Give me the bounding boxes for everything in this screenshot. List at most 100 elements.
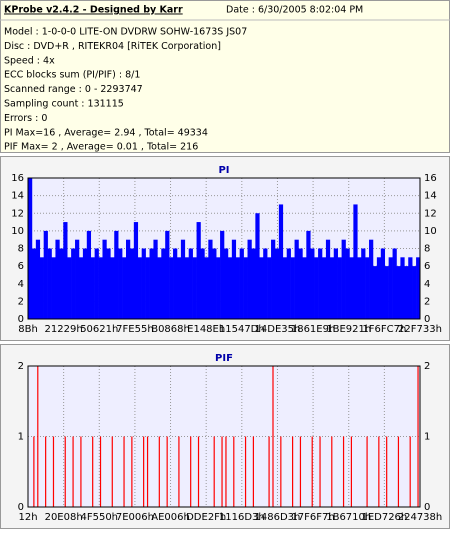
bar bbox=[412, 266, 417, 319]
bar bbox=[122, 257, 127, 319]
y-tick-label-right: 16 bbox=[424, 173, 437, 184]
bar bbox=[39, 257, 44, 319]
x-tick-label: 11547Dh bbox=[219, 324, 265, 335]
x-tick-label: 1486D3h bbox=[255, 512, 301, 523]
y-tick-label-right: 6 bbox=[424, 261, 430, 272]
bar bbox=[141, 248, 146, 319]
bar bbox=[173, 248, 178, 319]
bar bbox=[235, 257, 240, 319]
bar bbox=[90, 257, 95, 319]
x-tick-label: 1F6FC7h bbox=[362, 324, 406, 335]
bar bbox=[388, 257, 393, 319]
bar bbox=[145, 257, 150, 319]
bar bbox=[325, 239, 331, 319]
bar bbox=[118, 248, 123, 319]
y-tick-label: 1 bbox=[18, 432, 24, 443]
info-line: PI Max=16 , Average= 2.94 , Total= 49334 bbox=[4, 127, 208, 138]
x-tick-label: 7FE55h bbox=[116, 324, 154, 335]
bar bbox=[310, 248, 315, 319]
bar bbox=[243, 257, 248, 319]
y-tick-label: 4 bbox=[18, 279, 24, 290]
bar bbox=[192, 257, 197, 319]
bar bbox=[353, 204, 358, 319]
y-tick-label-right: 2 bbox=[424, 296, 430, 307]
x-tick-label: 14DE35h bbox=[255, 324, 301, 335]
bar bbox=[114, 230, 119, 319]
bar bbox=[365, 257, 370, 319]
info-line: Errors : 0 bbox=[4, 113, 47, 124]
x-tick-label: 20E08h bbox=[45, 512, 83, 523]
plot-frame bbox=[27, 365, 421, 508]
y-tick-label: 0 bbox=[18, 502, 24, 513]
bar bbox=[298, 248, 303, 319]
bar bbox=[271, 239, 276, 319]
bar bbox=[349, 257, 354, 319]
y-tick-label: 12 bbox=[11, 208, 24, 219]
bar bbox=[184, 257, 190, 319]
bar bbox=[110, 257, 115, 319]
bar bbox=[137, 257, 142, 319]
bar bbox=[78, 257, 84, 319]
x-tick-label: E148Eh bbox=[187, 324, 225, 335]
bar bbox=[282, 257, 288, 319]
bar bbox=[286, 248, 291, 319]
bar bbox=[165, 230, 170, 319]
bar bbox=[63, 222, 68, 319]
bar bbox=[55, 239, 60, 319]
bar bbox=[278, 204, 284, 319]
bar bbox=[404, 266, 409, 319]
info-line: Sampling count : 131115 bbox=[4, 99, 124, 110]
bar bbox=[290, 257, 295, 319]
y-tick-label-right: 10 bbox=[424, 226, 437, 237]
bar bbox=[188, 248, 193, 319]
x-tick-label: 21229h bbox=[45, 324, 83, 335]
x-tick-label: 1ED726h bbox=[361, 512, 407, 523]
bar bbox=[220, 230, 225, 319]
info-line: Scanned range : 0 - 2293747 bbox=[4, 84, 143, 95]
bar bbox=[333, 248, 338, 319]
bar bbox=[126, 239, 131, 319]
bar bbox=[71, 248, 76, 319]
bar bbox=[227, 257, 233, 319]
y-tick-label-right: 14 bbox=[424, 191, 437, 202]
bar bbox=[247, 239, 252, 319]
bar bbox=[161, 248, 166, 319]
bar bbox=[43, 230, 48, 319]
x-tick-label: 17F6F7h bbox=[291, 512, 334, 523]
bar bbox=[329, 257, 335, 319]
bar bbox=[357, 257, 362, 319]
bar bbox=[176, 257, 182, 319]
y-tick-label: 14 bbox=[11, 191, 24, 202]
y-tick-label: 6 bbox=[18, 261, 24, 272]
info-line: Speed : 4x bbox=[4, 55, 55, 66]
bar bbox=[231, 239, 237, 319]
bar bbox=[75, 239, 80, 319]
bar bbox=[416, 257, 421, 319]
bar bbox=[106, 248, 111, 319]
y-tick-label-right: 0 bbox=[424, 314, 430, 325]
y-tick-label: 0 bbox=[18, 314, 24, 325]
bar bbox=[129, 248, 135, 319]
bar bbox=[251, 248, 256, 319]
x-tick-label: 4F550h bbox=[80, 512, 118, 523]
bar bbox=[59, 248, 64, 319]
bar bbox=[98, 257, 103, 319]
y-tick-label-right: 1 bbox=[424, 432, 430, 443]
x-tick-label: DDE2Fh bbox=[186, 512, 226, 523]
bar bbox=[224, 248, 229, 319]
x-tick-label: 1861E9h bbox=[291, 324, 335, 335]
x-tick-label: 224738h bbox=[398, 512, 443, 523]
bar bbox=[67, 257, 72, 319]
bar bbox=[204, 257, 209, 319]
bar bbox=[169, 257, 174, 319]
bar bbox=[392, 248, 397, 319]
bar bbox=[86, 230, 92, 319]
bar bbox=[341, 239, 346, 319]
bar bbox=[51, 257, 56, 319]
y-tick-label: 10 bbox=[11, 226, 24, 237]
bar bbox=[376, 257, 382, 319]
bar bbox=[318, 248, 323, 319]
x-tick-label: 50621h bbox=[80, 324, 118, 335]
bar bbox=[157, 257, 162, 319]
y-tick-label: 2 bbox=[18, 361, 24, 372]
